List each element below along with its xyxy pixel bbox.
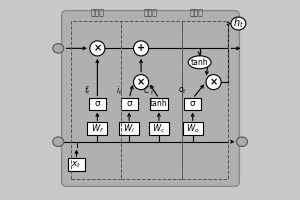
Circle shape (134, 75, 148, 90)
FancyBboxPatch shape (68, 158, 85, 171)
Ellipse shape (231, 17, 246, 30)
Text: $W_c$: $W_c$ (152, 123, 166, 135)
Text: +: + (137, 43, 145, 53)
Text: tanh: tanh (191, 58, 208, 67)
FancyBboxPatch shape (183, 122, 202, 135)
Ellipse shape (53, 44, 64, 53)
FancyBboxPatch shape (87, 122, 107, 135)
Text: $o_t$: $o_t$ (178, 86, 187, 96)
FancyBboxPatch shape (184, 98, 201, 110)
Text: $W_i$: $W_i$ (123, 123, 135, 135)
Text: ×: × (93, 43, 101, 53)
Circle shape (90, 41, 105, 56)
Text: 输出门: 输出门 (190, 8, 204, 17)
FancyBboxPatch shape (149, 122, 169, 135)
Text: ×: × (137, 77, 145, 87)
Ellipse shape (188, 56, 211, 69)
Text: $W_f$: $W_f$ (91, 123, 104, 135)
Ellipse shape (53, 137, 64, 146)
FancyBboxPatch shape (119, 122, 139, 135)
Text: 输入门: 输入门 (144, 8, 158, 17)
Text: σ: σ (190, 99, 196, 108)
Text: σ: σ (126, 99, 132, 108)
FancyBboxPatch shape (149, 98, 168, 110)
Text: ×: × (209, 77, 217, 87)
Text: tanh: tanh (150, 99, 168, 108)
Text: $h_t$: $h_t$ (233, 17, 244, 30)
Text: $i_t$: $i_t$ (116, 85, 122, 97)
Text: $C'_t$: $C'_t$ (143, 85, 155, 97)
FancyBboxPatch shape (89, 98, 106, 110)
Text: $f_t$: $f_t$ (84, 85, 91, 97)
Circle shape (206, 75, 221, 90)
Text: $x_t$: $x_t$ (71, 159, 82, 170)
Text: 遗忘门: 遗忘门 (90, 8, 104, 17)
Text: σ: σ (94, 99, 100, 108)
FancyBboxPatch shape (61, 11, 239, 186)
Text: $W_o$: $W_o$ (186, 123, 200, 135)
FancyBboxPatch shape (121, 98, 138, 110)
Circle shape (134, 41, 148, 56)
Ellipse shape (236, 137, 247, 146)
